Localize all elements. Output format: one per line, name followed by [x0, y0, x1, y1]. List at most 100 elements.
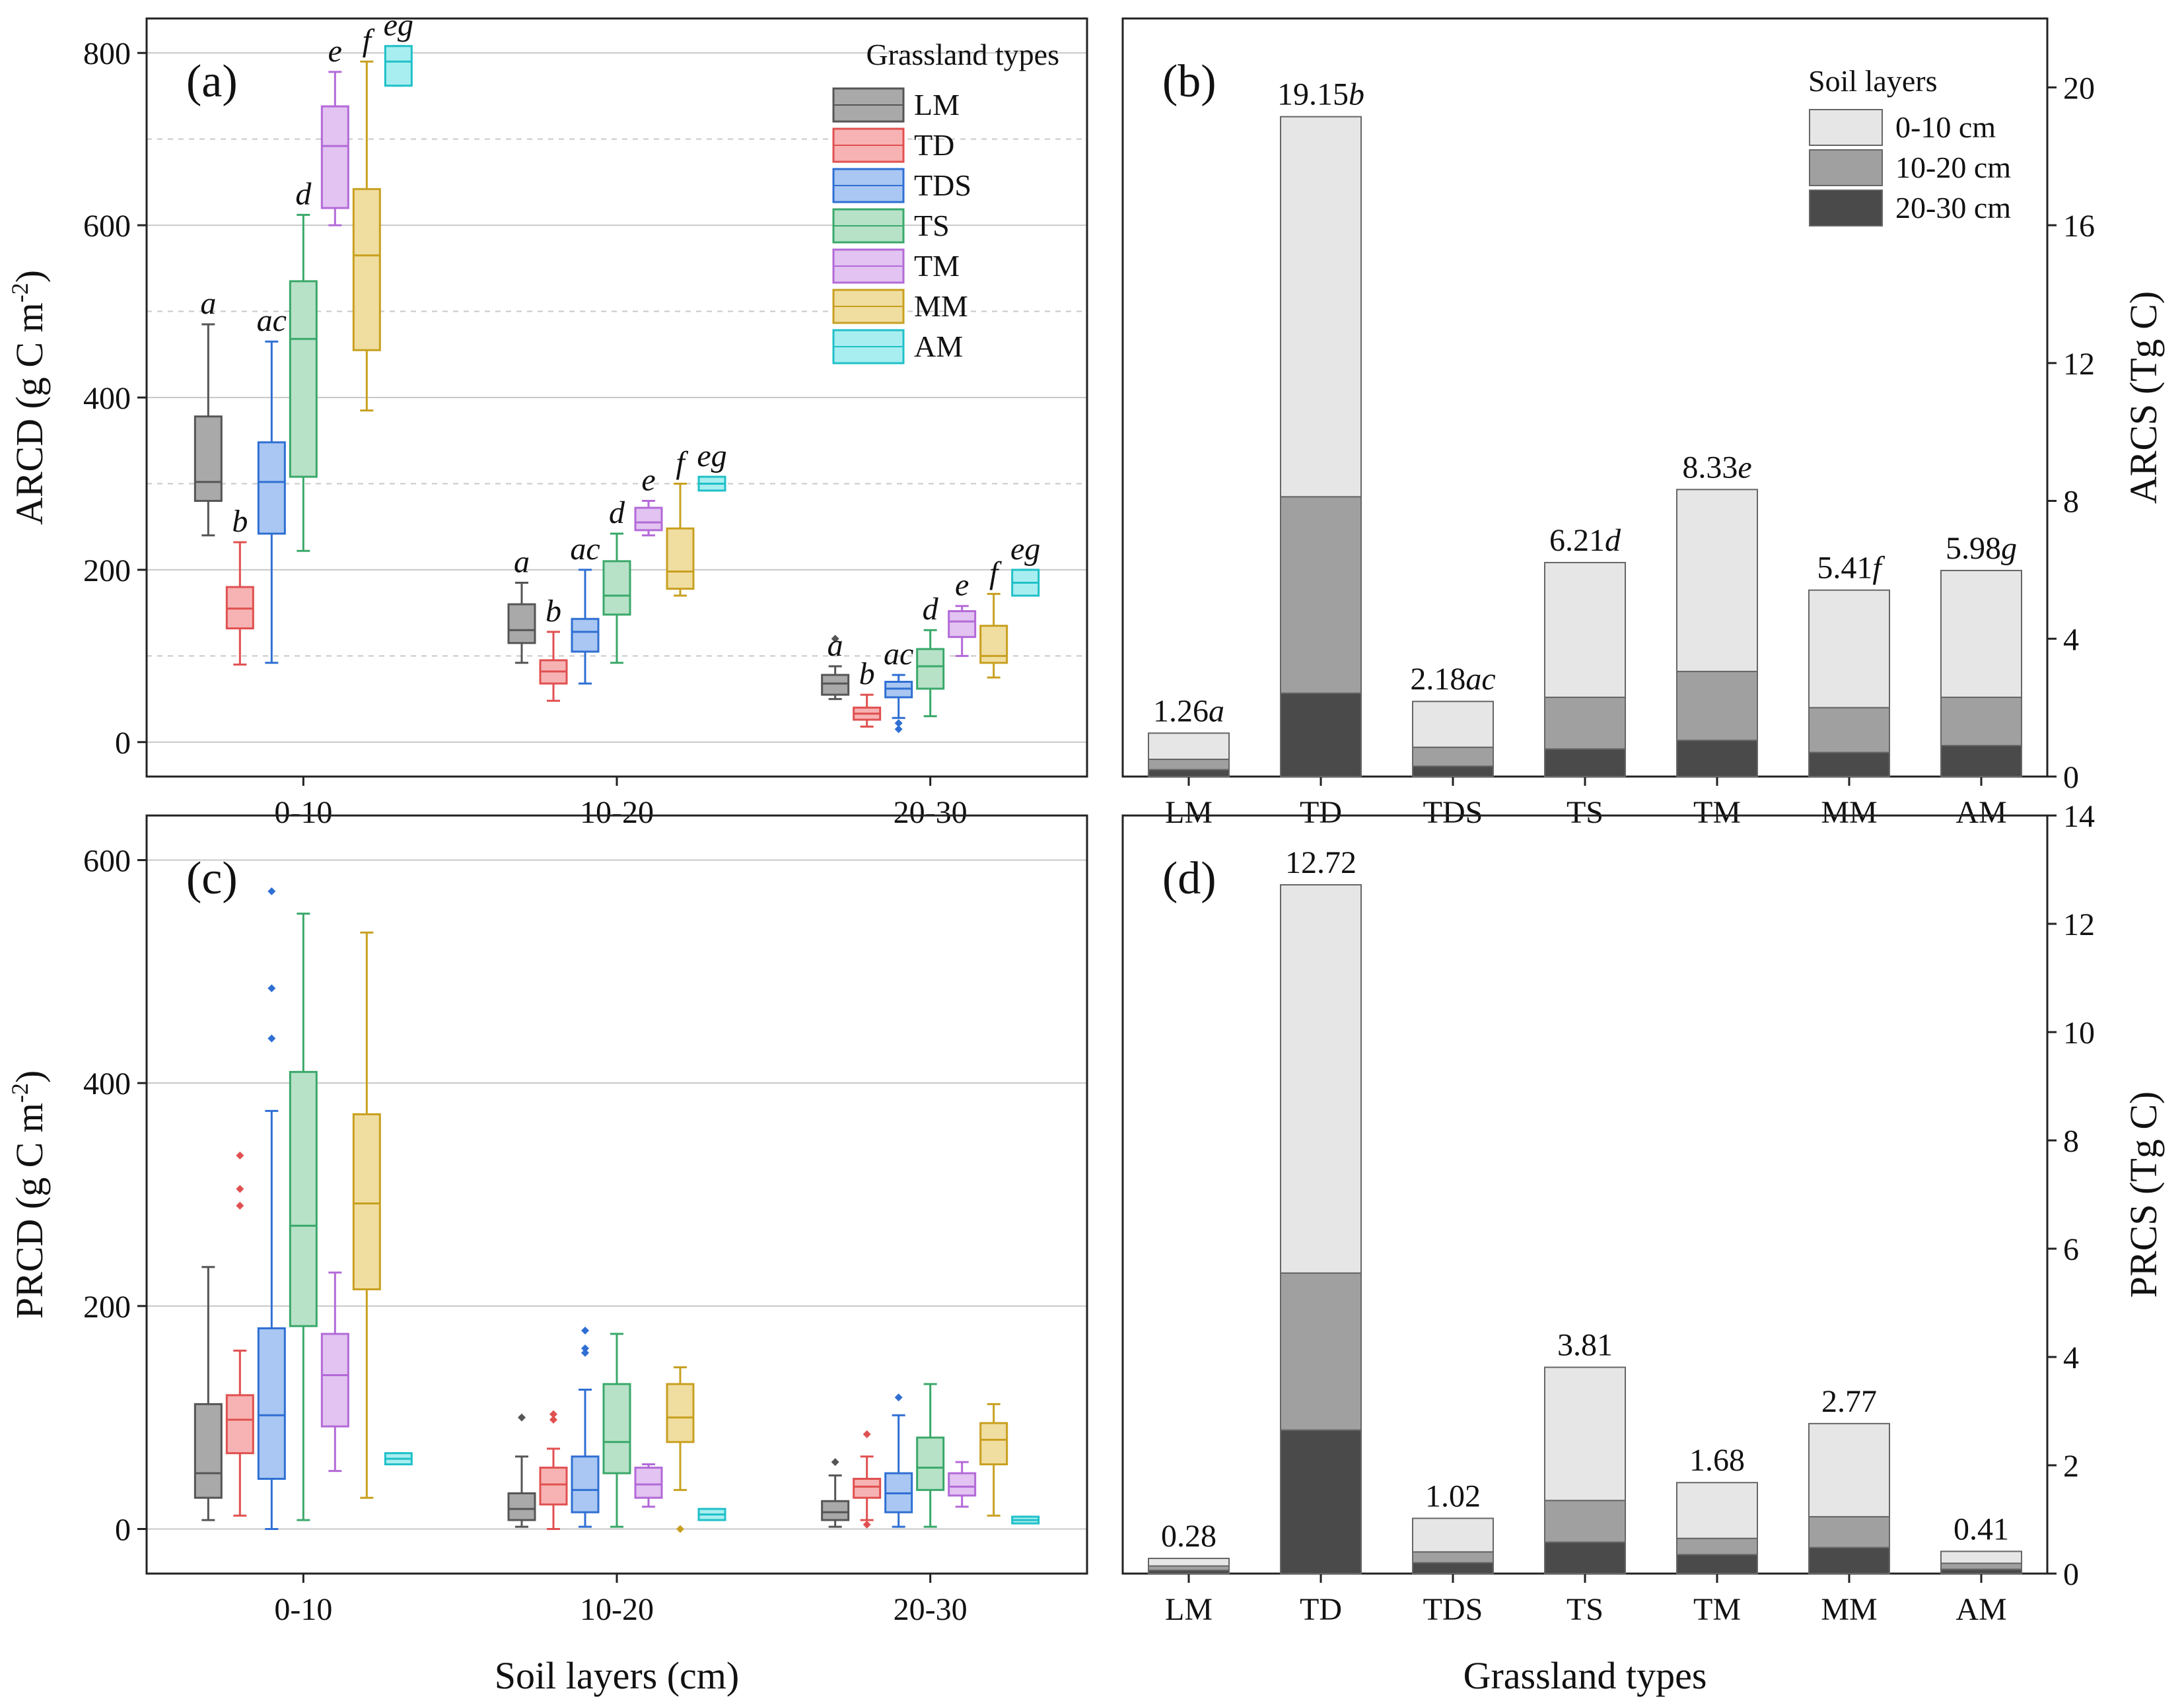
box-TM: [948, 1461, 977, 1508]
legend-label: TM: [914, 249, 960, 283]
bar-total-value: 2.18: [1410, 662, 1465, 697]
bar-segment: [1412, 746, 1494, 767]
significance-letter: ac: [257, 303, 287, 338]
box-TDS: ac: [884, 637, 913, 734]
y-axis-label-end: ): [8, 1070, 51, 1083]
box-TS: [289, 913, 318, 1521]
box-iqr: [289, 1070, 318, 1327]
box-outlier: [267, 984, 276, 992]
x-tick-label: TM: [1693, 795, 1741, 830]
bar-total-value: 1.26: [1153, 693, 1209, 728]
significance-letter: ac: [1465, 662, 1495, 697]
bar-total-label: 3.81: [1557, 1328, 1613, 1363]
legend-label: AM: [914, 330, 963, 363]
box-TM: e: [948, 568, 977, 657]
box-outlier: [236, 1201, 244, 1210]
box-outlier: [676, 1525, 684, 1533]
box-iqr: [916, 1436, 945, 1491]
panel-label: (a): [186, 56, 238, 107]
bar-segment: [1808, 1547, 1890, 1574]
x-tick-label: MM: [1821, 795, 1877, 830]
y-tick-label: 0: [2063, 760, 2079, 795]
x-tick-label: TS: [1567, 1592, 1603, 1627]
box-outlier: [581, 1326, 589, 1335]
y-tick-label: 0: [115, 1512, 131, 1547]
box-outlier: [581, 1344, 589, 1352]
y-axis-label: PRCS (Tg C): [2122, 1092, 2165, 1298]
y-tick-label: 12: [2063, 347, 2095, 382]
box-outlier: [518, 1413, 526, 1422]
box-iqr: [225, 1394, 254, 1455]
legend-label: MM: [914, 289, 968, 323]
bar-total-value: 2.77: [1821, 1384, 1877, 1419]
bar-segment: [1148, 769, 1230, 777]
bar-total-value: 1.02: [1425, 1478, 1481, 1513]
legend-label: LM: [914, 88, 960, 122]
box-iqr: [289, 280, 318, 478]
y-tick-label: 6: [2063, 1232, 2079, 1267]
x-tick-label: TM: [1693, 1592, 1741, 1627]
x-tick-label: 10-20: [580, 1592, 654, 1627]
box-TD: b: [225, 504, 254, 666]
x-tick-label: MM: [1821, 1592, 1877, 1627]
box-iqr: [194, 415, 223, 503]
box-LM: a: [194, 286, 223, 537]
bar-segment: [1280, 1272, 1362, 1431]
box-TM: e: [634, 463, 663, 537]
x-tick-label: TD: [1300, 1592, 1342, 1627]
bar-total-label: 5.98g: [1946, 531, 2017, 566]
box-iqr: [634, 506, 663, 532]
box-TD: [539, 1410, 568, 1530]
box-iqr: [948, 1472, 977, 1497]
box-iqr: [507, 603, 536, 644]
legend-swatch: [1809, 109, 1883, 146]
box-TM: e: [320, 34, 349, 226]
bar-total-label: 2.77: [1821, 1384, 1877, 1419]
significance-letter: b: [859, 656, 875, 691]
box-TD: [853, 1430, 882, 1529]
box-iqr: [507, 1492, 536, 1521]
box-TS: [916, 1383, 945, 1528]
x-tick-label: TDS: [1423, 795, 1483, 830]
box-outlier: [863, 1520, 871, 1529]
x-tick-label: TS: [1567, 795, 1603, 830]
box-iqr: [257, 1327, 286, 1480]
y-tick-label: 800: [83, 36, 131, 71]
y-axis-label: ARCS (Tg C): [2122, 291, 2165, 504]
box-iqr: [257, 441, 286, 535]
significance-letter: f: [676, 445, 688, 480]
y-axis-label: PRCD (g C m-2): [7, 1070, 51, 1319]
box-outlier: [549, 1410, 557, 1418]
significance-letter: b: [546, 594, 561, 629]
legend: Soil layers 0-10 cm 10-20 cm 20-30 cm: [1808, 64, 2011, 226]
significance-letter: eg: [1010, 532, 1040, 567]
panel-label: (d): [1162, 853, 1216, 904]
y-axis-label-sup: -2: [7, 283, 33, 302]
box-AM: eg: [697, 438, 727, 492]
bar-total-value: 0.41: [1954, 1512, 2009, 1547]
legend-title: Soil layers: [1808, 64, 1937, 98]
box-outlier: [831, 635, 839, 643]
box-iqr: [320, 1333, 349, 1428]
bar-segment: [1280, 692, 1362, 777]
legend-label: TS: [914, 209, 950, 242]
panel-d: 0 2 4 6 8 10 12 14 LM 0.28 TD 12.72 TDS 1.02 TS 3.81 TM 1…: [1121, 799, 2165, 1697]
bar-segment: [1412, 701, 1494, 748]
x-tick-label: LM: [1165, 1592, 1213, 1627]
bar-segment: [1148, 1558, 1230, 1567]
bar-segment: [1148, 758, 1230, 771]
legend-title: Grassland types: [866, 38, 1059, 71]
box-outlier: [549, 1416, 557, 1424]
box-TS: d: [289, 176, 318, 552]
significance-letter: e: [1738, 450, 1751, 485]
y-tick-label: 400: [83, 1066, 131, 1101]
bar-total-label: 1.68: [1689, 1443, 1745, 1478]
box-iqr: [979, 1422, 1008, 1466]
box-iqr: [352, 188, 381, 351]
bar-segment: [1544, 1500, 1626, 1543]
x-tick-label: AM: [1955, 1592, 2006, 1627]
bar-total-value: 5.98: [1946, 531, 2001, 566]
box-TD: b: [853, 656, 882, 728]
box-iqr: [821, 674, 850, 696]
bar-segment: [1544, 696, 1626, 750]
